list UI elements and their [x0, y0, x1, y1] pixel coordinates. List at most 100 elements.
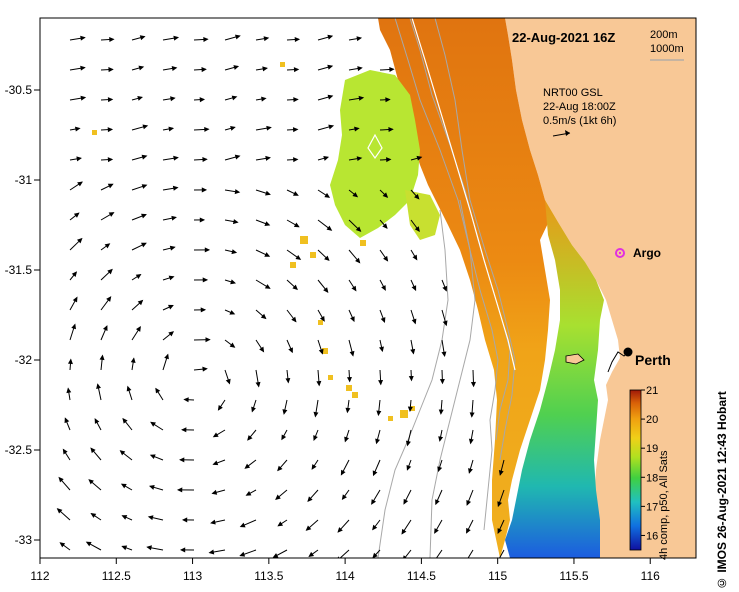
current-arrow-head	[407, 406, 413, 412]
current-arrow-head	[265, 190, 271, 196]
current-arrow-head	[323, 287, 329, 293]
current-arrow-head	[372, 470, 378, 477]
current-arrow-head	[264, 221, 271, 226]
current-arrow-head	[199, 97, 206, 103]
contour-label-1000m: 1000m	[650, 43, 684, 55]
current-arrow-head	[108, 67, 114, 73]
current-arrow-head	[217, 404, 223, 411]
current-arrow-head	[148, 484, 155, 490]
current-arrow-head	[76, 237, 83, 244]
current-arrow-head	[85, 541, 92, 547]
y-tick-label: -31	[15, 173, 33, 187]
current-arrow-head	[173, 155, 179, 161]
current-arrow-head	[408, 375, 414, 382]
current-arrow-head	[225, 378, 231, 385]
current-arrow-head	[411, 285, 417, 292]
island	[565, 353, 585, 365]
perth-label: Perth	[635, 352, 671, 368]
current-scale: 0.5m/s (1kt 6h)	[543, 115, 616, 127]
current-arrow-head	[327, 94, 334, 100]
current-arrow-head	[371, 499, 377, 505]
current-arrow-head	[202, 277, 209, 283]
current-arrow-head	[205, 337, 211, 343]
current-arrow-head	[376, 410, 382, 417]
current-arrow-head	[210, 519, 216, 525]
current-arrow-head	[466, 527, 471, 534]
current-arrow-head	[294, 37, 301, 43]
current-arrow-head	[375, 438, 380, 445]
current-arrow-head	[259, 346, 265, 353]
current-arrow-head	[264, 252, 271, 257]
current-arrow-head	[372, 552, 378, 558]
current-arrow-head	[96, 383, 101, 389]
current-arrow-head	[176, 487, 183, 493]
current-arrow-head	[313, 435, 318, 441]
current-arrow-head	[442, 285, 448, 292]
current-arrow-head	[170, 96, 176, 102]
current-arrow-head	[282, 409, 288, 415]
current-arrow-head	[307, 496, 313, 502]
current-arrow-head	[379, 346, 384, 353]
x-tick-label: 115.5	[559, 569, 588, 583]
current-arrow-head	[204, 126, 210, 132]
current-arrow-head	[288, 347, 293, 354]
x-tick-label: 114	[336, 569, 355, 583]
current-arrow-head	[234, 154, 241, 160]
current-arrow-head	[401, 528, 407, 535]
current-arrow-head	[292, 127, 299, 133]
current-arrow-head	[168, 126, 175, 132]
current-arrow-head	[372, 524, 378, 531]
current-arrow-head	[434, 528, 439, 534]
current-arrow-head	[378, 379, 384, 386]
credit-label: © IMOS 26-Aug-2021 12:43 Hobart	[715, 391, 729, 590]
current-arrow-head	[204, 247, 211, 253]
current-arrow-head	[305, 525, 312, 531]
current-arrow-head	[441, 351, 447, 358]
current-arrow-head	[71, 323, 76, 330]
current-arrow-head	[351, 285, 357, 292]
current-arrow-head	[357, 66, 363, 72]
current-arrow-head	[272, 553, 279, 558]
current-arrow-head	[59, 542, 66, 548]
x-tick-label: 112.5	[102, 569, 131, 583]
current-arrow	[404, 549, 412, 558]
small-diamond	[367, 133, 383, 160]
current-arrow-head	[244, 463, 251, 469]
current-arrow-head	[295, 254, 302, 260]
colorbar-tick-label: 18	[646, 472, 658, 484]
current-arrow-head	[328, 124, 335, 130]
current-arrow-head	[200, 307, 207, 313]
current-arrow-head	[497, 501, 503, 508]
current-arrow-head	[239, 522, 246, 528]
current-arrow-head	[141, 154, 148, 160]
current-arrow-head	[382, 223, 388, 229]
colorbar: 16 17 18 19 20 21 4h comp, p50, All Sats	[629, 385, 670, 560]
current-arrow-head	[230, 125, 236, 131]
current-arrow-head	[354, 126, 360, 132]
current-arrow-head	[403, 498, 409, 505]
sst-scatter-pixels	[92, 62, 415, 421]
current-arrow-head	[255, 381, 261, 388]
current-arrow-head	[71, 271, 78, 277]
current-arrow-head	[469, 412, 475, 418]
current-arrow-head	[102, 325, 108, 331]
current-arrow-head	[245, 490, 252, 496]
current-arrow-head	[233, 65, 240, 70]
date-label: 22-Aug-2021 16Z	[512, 30, 615, 45]
current-arrow-head	[208, 549, 215, 555]
current-arrow-head	[94, 418, 100, 424]
current-arrow-head	[212, 460, 219, 466]
current-arrow-head	[155, 387, 161, 394]
current-arrow-head	[146, 545, 152, 551]
colorbar-tick-label: 20	[646, 414, 658, 426]
current-arrow-head	[121, 515, 128, 520]
current-arrow-head	[311, 464, 317, 470]
current-arrow-head	[385, 97, 391, 103]
colorbar-tick-label: 16	[646, 530, 658, 542]
current-arrows	[56, 34, 505, 558]
current-arrow-head	[466, 500, 472, 506]
current-arrow-head	[438, 409, 444, 415]
current-arrow-head	[406, 464, 412, 471]
current-arrow-head	[383, 255, 389, 262]
